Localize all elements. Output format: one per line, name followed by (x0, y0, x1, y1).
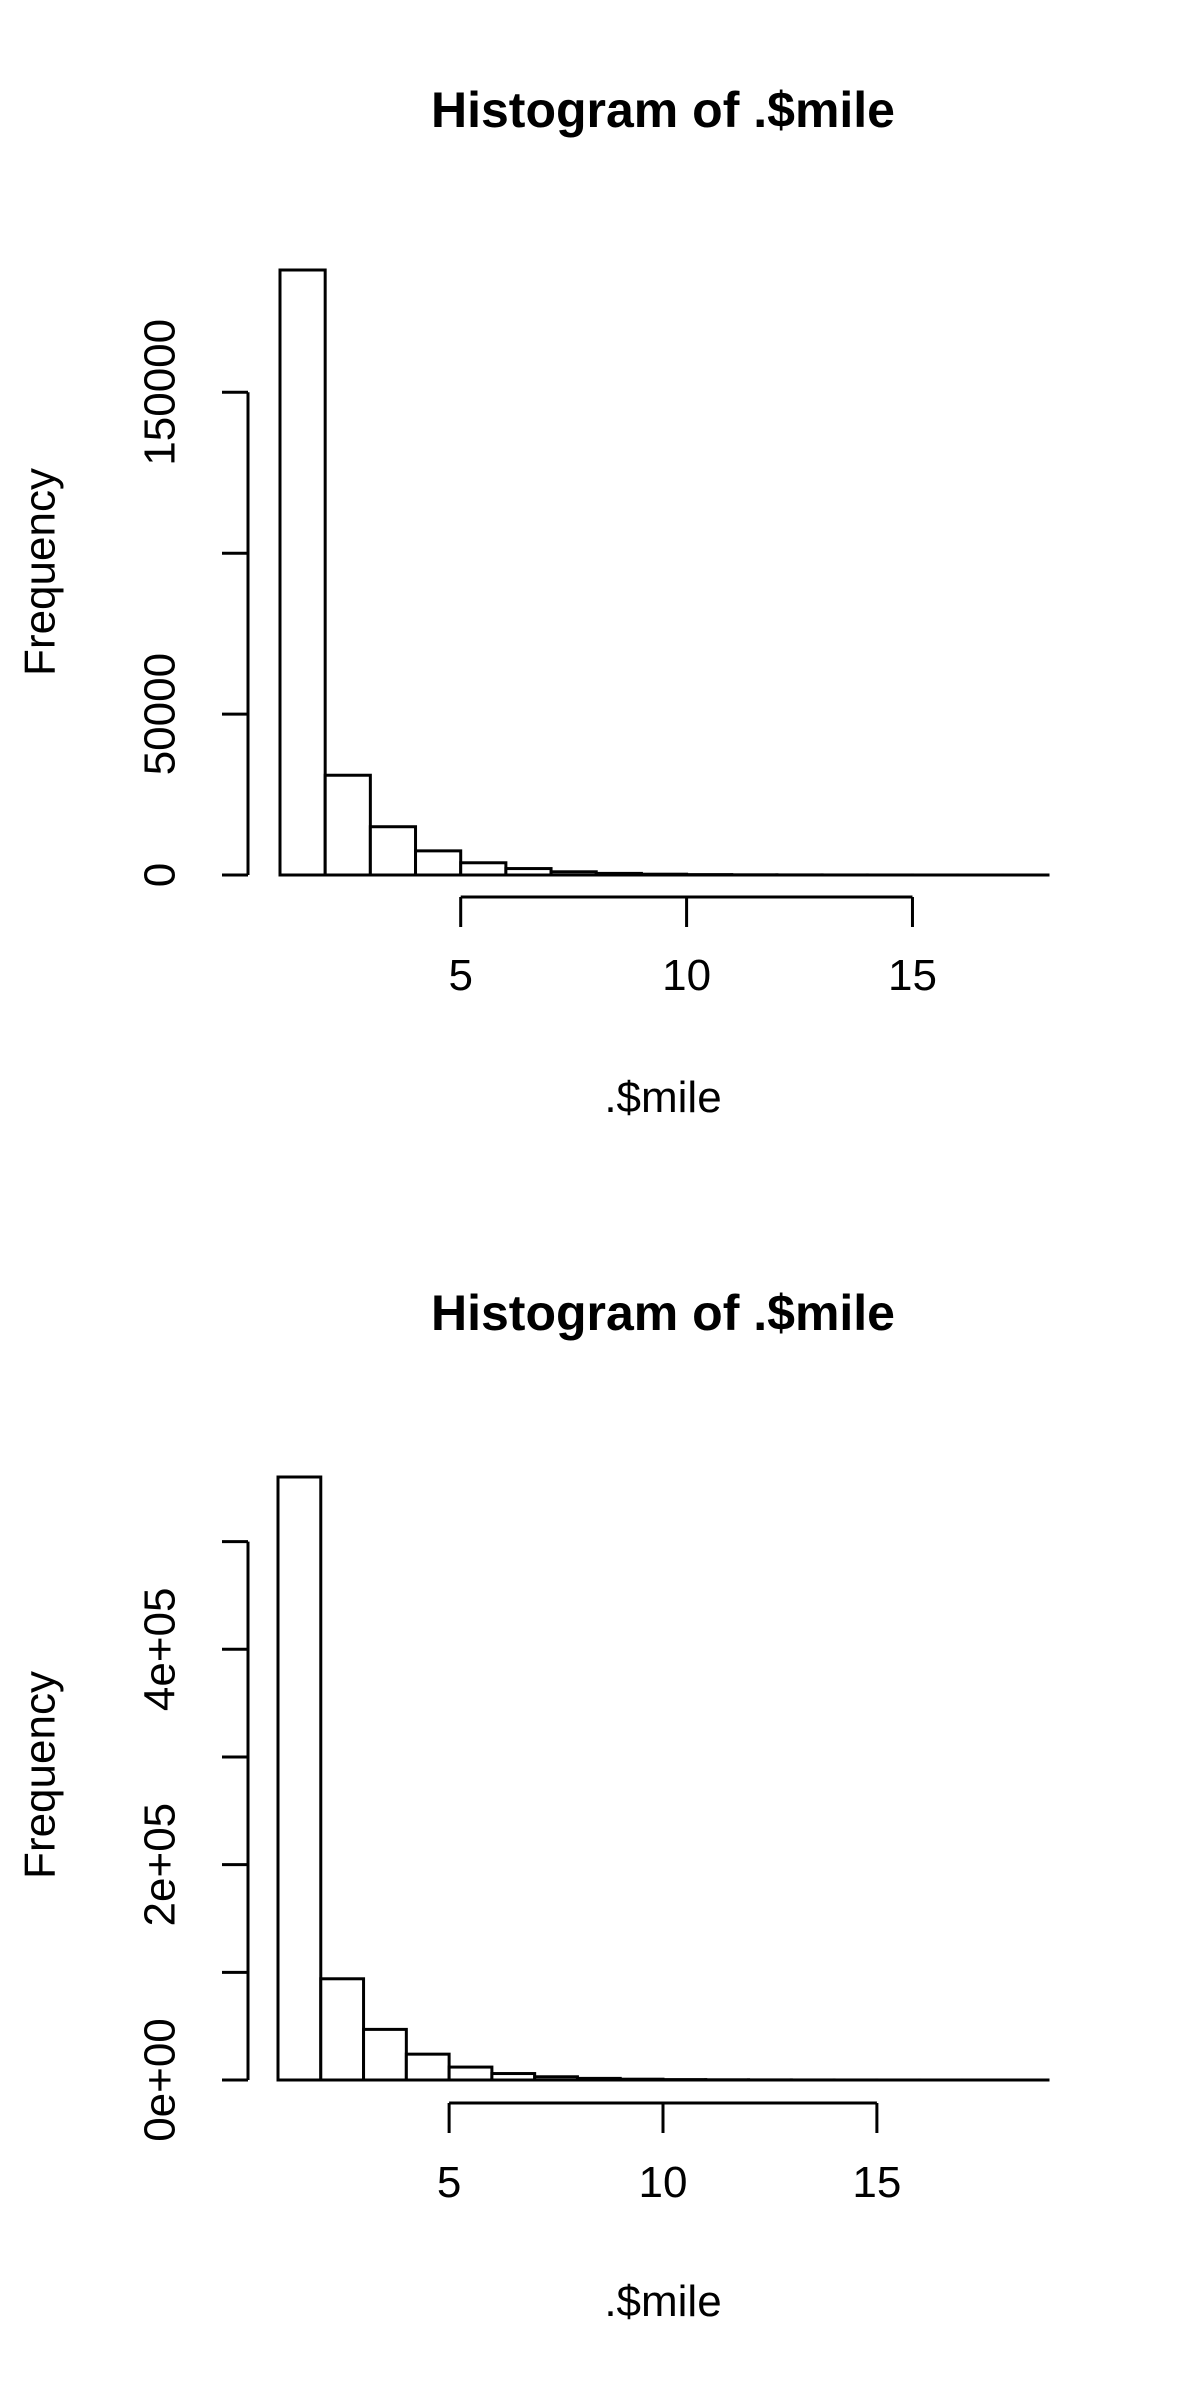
x-axis-title: .$mile (604, 2277, 721, 2326)
histogram-bar (404, 2052, 451, 2082)
histogram-bar (362, 2027, 408, 2082)
x-tick-label: 5 (448, 951, 472, 1000)
histogram-bar (414, 849, 463, 877)
histogram-bar (594, 871, 643, 877)
y-axis-title: Frequency (16, 1671, 65, 1879)
histogram-bar (368, 825, 418, 877)
histogram-bottom: Histogram of .$mile 0e+00 2e+05 4e+05 5 10 15.… (16, 1285, 1050, 2326)
y-tick-label: 150000 (136, 319, 185, 466)
chart-title: Histogram of .$mile (431, 82, 895, 138)
histogram-bar (533, 2075, 579, 2082)
histogram-bar (319, 1977, 366, 2082)
y-tick-label: 0e+00 (136, 2018, 185, 2142)
y-tick-label: 0 (136, 863, 185, 887)
histogram-bar (278, 268, 327, 877)
histogram-bar (504, 867, 553, 877)
histogram-bar (575, 2076, 622, 2082)
histogram-bar (459, 861, 508, 877)
y-tick-label: 4e+05 (136, 1587, 185, 1711)
y-axis-title: Frequency (16, 468, 65, 676)
x-tick-label: 10 (639, 2158, 688, 2207)
x-tick-label: 15 (888, 951, 937, 1000)
x-axis-title: .$mile (604, 1073, 721, 1122)
x-tick-label: 10 (662, 951, 711, 1000)
x-tick-label: 15 (852, 2158, 901, 2207)
histogram-bar (618, 2077, 665, 2082)
histogram-bar (447, 2065, 494, 2082)
histogram-bar (549, 870, 598, 877)
histogram-bar (490, 2072, 537, 2082)
y-tick-label: 2e+05 (136, 1803, 185, 1927)
histogram-top: Histogram of .$mile 0 50000 150000 5 10 15 .$mi… (16, 82, 1050, 1122)
histogram-bar (639, 872, 689, 877)
x-tick-label: 5 (437, 2158, 461, 2207)
histogram-bar (323, 773, 372, 877)
y-tick-label: 50000 (136, 653, 185, 775)
histogram-bar (276, 1475, 323, 2082)
chart-title: Histogram of .$mile (431, 1285, 895, 1341)
